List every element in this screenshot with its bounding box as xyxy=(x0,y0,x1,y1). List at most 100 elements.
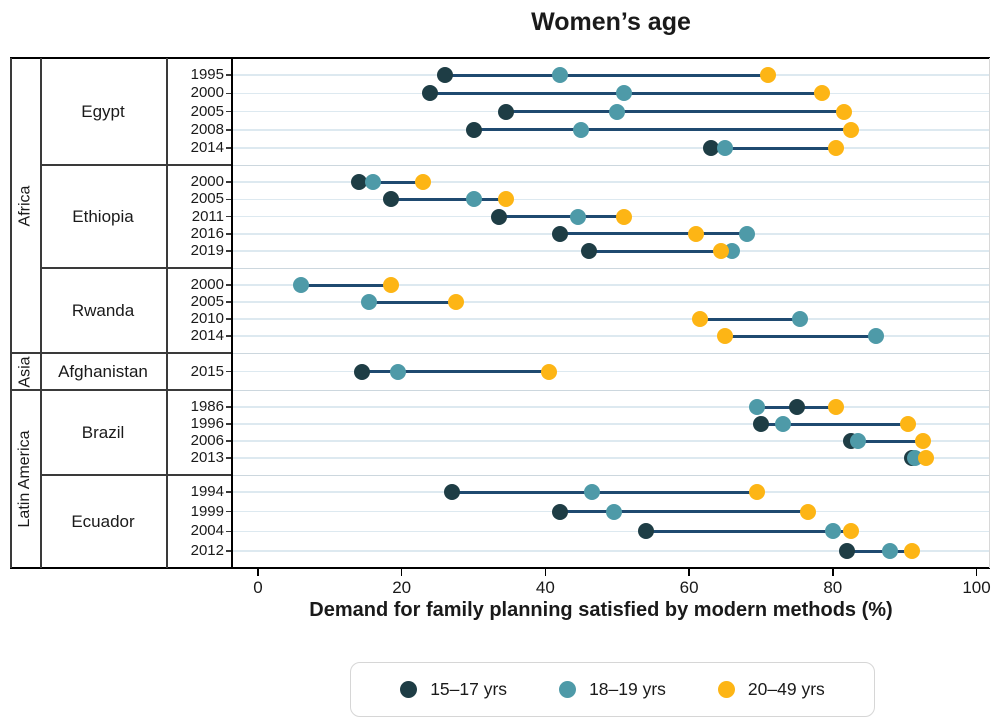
dot-15-17-yrs xyxy=(551,503,568,520)
dot-18-19-yrs xyxy=(293,277,310,293)
dot-18-19-yrs xyxy=(824,523,841,540)
year-label: 2000 xyxy=(190,173,224,190)
row-gridline xyxy=(232,370,990,373)
section-divider-table xyxy=(40,164,232,166)
dot-20-49-yrs xyxy=(760,67,777,83)
dot-18-19-yrs xyxy=(465,191,482,208)
year-label: 2014 xyxy=(190,139,224,156)
connector-line xyxy=(505,110,844,113)
y-tick xyxy=(226,129,232,131)
x-tick-label: 0 xyxy=(253,578,263,597)
dot-15-17-yrs xyxy=(354,363,371,380)
year-label: 2015 xyxy=(190,362,224,380)
section-divider-table xyxy=(10,352,232,354)
chart-title: Women’s age xyxy=(531,8,691,36)
dot-15-17-yrs xyxy=(551,225,568,242)
country-label-rwanda: Rwanda xyxy=(71,300,135,320)
table-border-col-1 xyxy=(40,58,42,568)
year-label: 2005 xyxy=(190,293,224,310)
year-label: 2008 xyxy=(190,120,224,138)
dot-20-49-yrs xyxy=(415,174,432,190)
y-tick xyxy=(226,370,232,373)
year-label: 2013 xyxy=(190,449,224,466)
section-divider-table xyxy=(40,267,232,269)
country-label-afghanistan: Afghanistan xyxy=(58,361,148,381)
section-divider-plot xyxy=(232,352,990,354)
x-tick xyxy=(400,569,403,576)
dot-20-49-yrs xyxy=(914,433,931,449)
y-tick xyxy=(226,423,232,425)
dot-18-19-yrs xyxy=(867,328,884,344)
row-gridline xyxy=(232,550,990,552)
dot-15-17-yrs xyxy=(490,208,507,225)
y-tick xyxy=(226,301,232,303)
row-gridline xyxy=(232,530,990,533)
connector-line xyxy=(358,180,424,184)
dot-18-19-yrs xyxy=(569,208,586,225)
dot-20-49-yrs xyxy=(835,103,852,120)
connector-line xyxy=(710,146,837,150)
connector-line xyxy=(559,232,747,236)
plot-frame-left xyxy=(231,58,233,568)
connector-line xyxy=(699,317,801,321)
year-label: 2014 xyxy=(190,327,224,344)
region-cell-latin-america: Latin America xyxy=(16,430,33,528)
country-label-brazil: Brazil xyxy=(81,422,125,442)
dot-20-49-yrs xyxy=(814,85,831,102)
country-label-ethiopia: Ethiopia xyxy=(72,206,134,226)
region-cell-africa: Africa xyxy=(16,185,33,226)
dot-20-49-yrs xyxy=(828,140,845,156)
dot-18-19-yrs xyxy=(361,294,378,310)
row-gridline xyxy=(232,198,990,200)
dot-20-49-yrs xyxy=(691,311,708,327)
x-tick-label: 40 xyxy=(535,578,555,597)
legend-label-18-19: 18–19 yrs xyxy=(589,679,666,699)
y-tick xyxy=(226,457,232,459)
year-label: 2006 xyxy=(190,432,224,449)
section-divider-plot xyxy=(232,164,990,166)
x-tick xyxy=(975,569,978,576)
connector-line xyxy=(369,300,456,304)
dot-20-49-yrs xyxy=(616,208,633,225)
dot-15-17-yrs xyxy=(436,67,453,83)
row-gridline xyxy=(232,284,990,286)
dot-20-49-yrs xyxy=(799,503,816,520)
y-tick xyxy=(226,335,232,337)
row-gridline xyxy=(232,318,990,320)
y-tick xyxy=(226,440,232,442)
dot-15-17-yrs xyxy=(839,543,856,559)
dot-18-19-yrs xyxy=(882,543,899,559)
x-tick-label: 100 xyxy=(962,578,991,597)
year-label: 2012 xyxy=(190,542,224,559)
year-label: 2011 xyxy=(191,207,224,225)
y-tick xyxy=(226,250,232,252)
dot-20-49-yrs xyxy=(842,121,859,138)
dot-15-17-yrs xyxy=(443,484,460,500)
x-tick xyxy=(257,569,259,576)
connector-line xyxy=(645,529,851,533)
dot-20-49-yrs xyxy=(497,191,514,208)
y-tick xyxy=(226,406,232,408)
row-gridline xyxy=(232,440,990,442)
connector-line xyxy=(444,73,769,77)
dot-18-19-yrs xyxy=(551,67,568,83)
dot-18-19-yrs xyxy=(609,103,626,120)
dot-20-49-yrs xyxy=(540,363,557,380)
dot-18-19-yrs xyxy=(584,484,601,500)
row-gridline xyxy=(232,147,990,149)
legend-entry-18-19: 18–19 yrs xyxy=(559,679,666,700)
dot-15-17-yrs xyxy=(752,416,769,432)
x-axis-label: Demand for family planning satisfied by … xyxy=(309,599,893,621)
country-label-egypt: Egypt xyxy=(81,101,125,121)
x-tick xyxy=(688,569,690,576)
dot-15-17-yrs xyxy=(382,191,399,208)
connector-line xyxy=(498,215,625,218)
dot-20-49-yrs xyxy=(842,523,859,540)
connector-line xyxy=(760,422,909,426)
dot-20-49-yrs xyxy=(903,543,920,559)
y-tick xyxy=(226,491,232,493)
legend-entry-20-49: 20–49 yrs xyxy=(717,679,825,700)
dot-20-49-yrs xyxy=(382,277,399,293)
dot-15-17-yrs xyxy=(465,121,482,138)
